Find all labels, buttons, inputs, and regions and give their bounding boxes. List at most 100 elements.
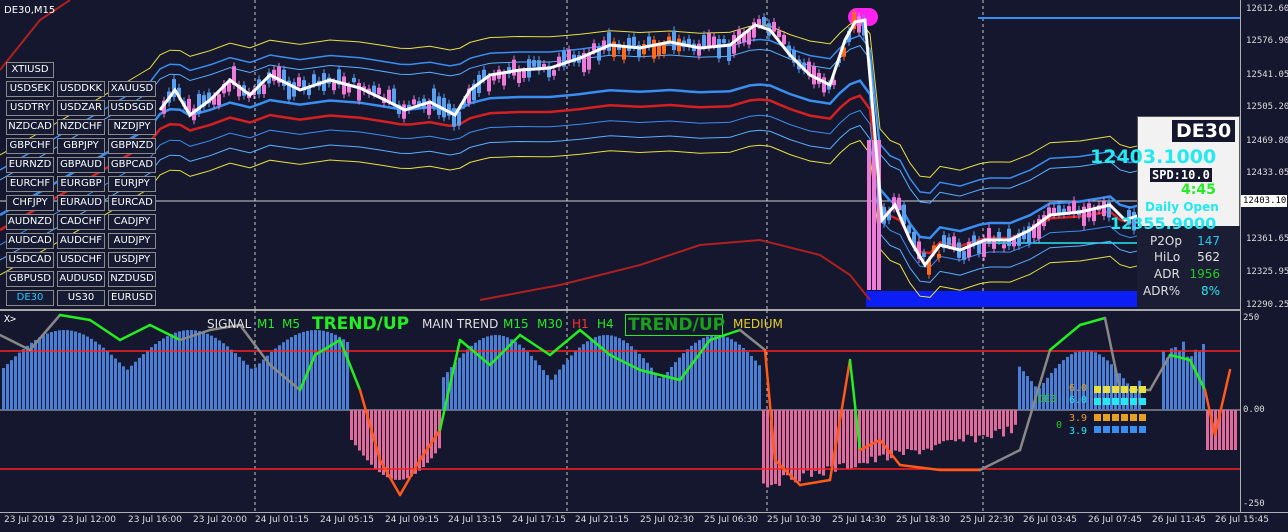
histogram-bar <box>386 410 389 478</box>
histogram-bar <box>154 343 157 410</box>
histogram-bar <box>958 410 961 440</box>
signal-line-segment <box>1078 316 1107 327</box>
price-chart[interactable] <box>0 0 1240 310</box>
histogram-bar <box>718 335 721 410</box>
stat-value: 562 <box>1197 250 1220 264</box>
signal-line-segment <box>238 323 272 367</box>
histogram-bar <box>330 333 333 410</box>
histogram-bar <box>990 410 993 439</box>
symbol-button-audcad[interactable]: AUDCAD <box>6 233 54 249</box>
symbol-button-eurnzd[interactable]: EURNZD <box>6 157 54 173</box>
symbol-button-nzdusd[interactable]: NZDUSD <box>108 271 156 287</box>
symbol-button-usdjpy[interactable]: USDJPY <box>108 252 156 268</box>
histogram-bar <box>170 334 173 410</box>
histogram-bar <box>578 347 581 410</box>
candle <box>232 66 236 86</box>
histogram-bar <box>866 410 869 464</box>
candle <box>1132 211 1136 231</box>
symbol-button-usdcad[interactable]: USDCAD <box>6 252 54 268</box>
strength-block <box>1094 398 1101 405</box>
signal-line-segment <box>28 313 62 352</box>
daily-open-label: Daily Open <box>1145 200 1219 214</box>
symbol-button-chfjpy[interactable]: CHFJPY <box>6 195 54 211</box>
histogram-bar <box>202 332 205 410</box>
symbol-button-gbpusd[interactable]: GBPUSD <box>6 271 54 287</box>
symbol-button-audusd[interactable]: AUDUSD <box>57 271 105 287</box>
symbol-button-eurchf[interactable]: EURCHF <box>6 176 54 192</box>
histogram-bar <box>478 340 481 410</box>
symbol-button-audchf[interactable]: AUDCHF <box>57 233 105 249</box>
symbol-button-usdtry[interactable]: USDTRY <box>6 100 54 116</box>
histogram-bar <box>1026 376 1029 410</box>
symbol-button-nzdjpy[interactable]: NZDJPY <box>108 119 156 135</box>
histogram-bar <box>1226 410 1229 450</box>
strength-block <box>1112 426 1119 433</box>
symbol-button-gbpjpy[interactable]: GBPJPY <box>57 138 105 154</box>
symbol-button-audjpy[interactable]: AUDJPY <box>108 233 156 249</box>
histogram-bar <box>130 365 133 410</box>
histogram-bar <box>806 410 809 471</box>
histogram-bar <box>62 330 65 410</box>
histogram-bar <box>234 353 237 410</box>
price-tick: 12541.05 <box>1246 70 1288 80</box>
candle <box>827 83 831 90</box>
symbol-button-eurgbp[interactable]: EURGBP <box>57 176 105 192</box>
mini-value: 3.9 <box>1069 426 1088 437</box>
symbol-button-gbpaud[interactable]: GBPAUD <box>57 157 105 173</box>
symbol-button-nzdcad[interactable]: NZDCAD <box>6 119 54 135</box>
candle <box>972 235 976 245</box>
symbol-button-cadjpy[interactable]: CADJPY <box>108 214 156 230</box>
histogram-bar <box>802 410 805 474</box>
histogram-bar <box>1170 348 1173 410</box>
candle <box>952 236 956 249</box>
signal-line-segment <box>298 353 317 392</box>
histogram-bar <box>914 410 917 451</box>
symbol-button-euraud[interactable]: EURAUD <box>57 195 105 211</box>
symbol-button-gbpnzd[interactable]: GBPNZD <box>108 138 156 154</box>
candle <box>1037 218 1041 239</box>
histogram-bar <box>722 335 725 410</box>
candle <box>792 50 796 63</box>
symbol-button-eurcad[interactable]: EURCAD <box>108 195 156 211</box>
candle <box>727 43 731 62</box>
symbol-button-usddkk[interactable]: USDDKK <box>57 81 105 97</box>
symbol-button-cadchf[interactable]: CADCHF <box>57 214 105 230</box>
price-axis[interactable] <box>1240 0 1288 512</box>
symbol-button-de30[interactable]: DE30 <box>6 290 54 306</box>
histogram-bar <box>1022 371 1025 410</box>
symbol-button-usdsgd[interactable]: USDSGD <box>108 100 156 116</box>
signal-line-segment <box>1018 348 1052 452</box>
histogram-bar <box>1038 388 1041 410</box>
candle <box>762 17 766 26</box>
histogram-bar <box>122 366 125 410</box>
histogram-bar <box>606 335 609 410</box>
candle <box>882 207 886 224</box>
symbol-button-usdchf[interactable]: USDCHF <box>57 252 105 268</box>
symbol-button-usdzar[interactable]: USDZAR <box>57 100 105 116</box>
histogram-bar <box>1234 410 1237 450</box>
symbol-button-eurjpy[interactable]: EURJPY <box>108 176 156 192</box>
oscillator-chart[interactable] <box>0 310 1240 512</box>
signal-line-segment <box>548 328 582 357</box>
histogram-bar <box>822 410 825 476</box>
histogram-bar <box>434 410 437 454</box>
symbol-button-gbpchf[interactable]: GBPCHF <box>6 138 54 154</box>
histogram-bar <box>82 334 85 410</box>
symbol-button-nzdchf[interactable]: NZDCHF <box>57 119 105 135</box>
time-axis[interactable] <box>0 512 1288 532</box>
symbol-button-xtiusd[interactable]: XTIUSD <box>6 62 54 78</box>
histogram-bar <box>514 341 517 410</box>
candle <box>417 101 421 106</box>
symbol-button-us30[interactable]: US30 <box>57 290 105 306</box>
candle <box>627 37 631 51</box>
candle <box>457 111 461 126</box>
symbol-button-eurusd[interactable]: EURUSD <box>108 290 156 306</box>
symbol-button-xauusd[interactable]: XAUUSD <box>108 81 156 97</box>
histogram-bar <box>226 346 229 410</box>
symbol-button-usdsek[interactable]: USDSEK <box>6 81 54 97</box>
symbol-button-audnzd[interactable]: AUDNZD <box>6 214 54 230</box>
pane-separator[interactable] <box>0 309 1240 311</box>
info-spread: SPD:10.0 <box>1150 168 1212 182</box>
histogram-bar <box>274 348 277 410</box>
symbol-button-gbpcad[interactable]: GBPCAD <box>108 157 156 173</box>
